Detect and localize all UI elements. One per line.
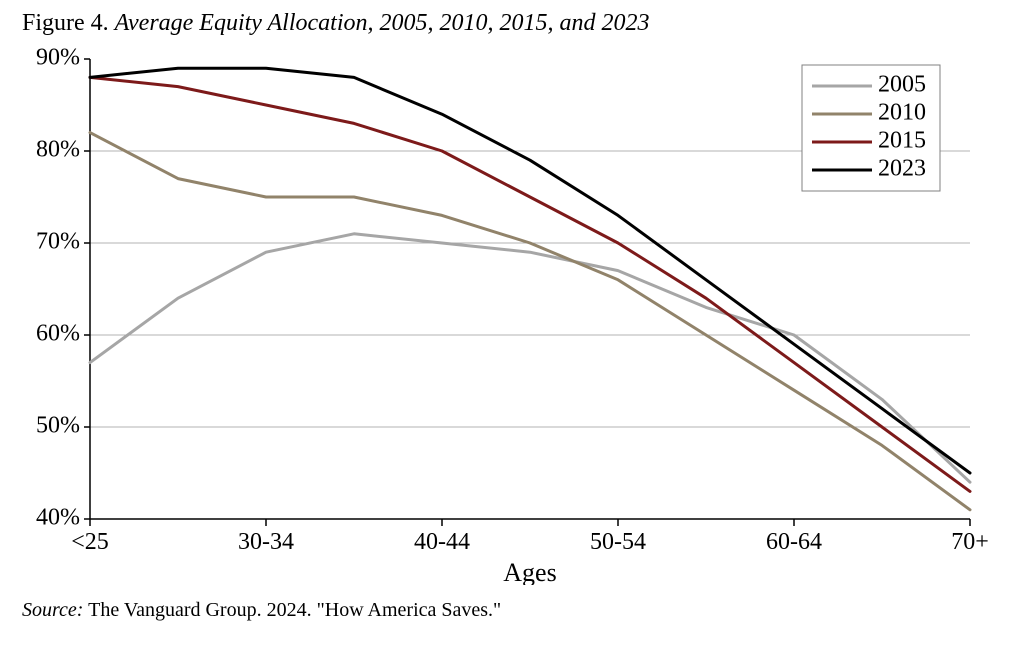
x-tick-label: 30-34 — [238, 529, 294, 555]
x-axis-title: Ages — [503, 558, 556, 585]
source-label: Source: — [22, 599, 83, 621]
figure-source: Source: The Vanguard Group. 2024. "How A… — [22, 599, 1004, 622]
y-tick-label: 70% — [36, 229, 80, 255]
legend-item-label: 2010 — [878, 100, 926, 126]
y-tick-label: 50% — [36, 413, 80, 439]
y-tick-label: 90% — [36, 45, 80, 71]
x-tick-label: 50-54 — [590, 529, 646, 555]
x-tick-label: 70+ — [951, 529, 989, 555]
chart: 40% 50% 60% 70% 80% 90% <25 30-34 40-44 50-54 60-6… — [20, 45, 1004, 585]
source-text: The Vanguard Group. 2024. "How America S… — [83, 599, 501, 621]
figure-number: Figure 4. — [22, 10, 109, 36]
figure-title-text: Average Equity Allocation, 2005, 2010, 2… — [115, 10, 650, 36]
x-tick-label: 60-64 — [766, 529, 822, 555]
x-tick-label: <25 — [71, 529, 109, 555]
legend-item-label: 2023 — [878, 156, 926, 182]
y-tick-label: 40% — [36, 505, 80, 531]
legend: 2005201020152023 — [802, 65, 940, 191]
x-tick-label: 40-44 — [414, 529, 470, 555]
legend-item-label: 2015 — [878, 128, 926, 154]
line-chart-svg: 40% 50% 60% 70% 80% 90% <25 30-34 40-44 50-54 60-6… — [20, 45, 1004, 585]
legend-item-label: 2005 — [878, 72, 926, 98]
figure-container: Figure 4. Average Equity Allocation, 200… — [0, 0, 1024, 659]
y-tick-label: 80% — [36, 137, 80, 163]
figure-title: Figure 4. Average Equity Allocation, 200… — [22, 10, 1004, 37]
y-tick-label: 60% — [36, 321, 80, 347]
